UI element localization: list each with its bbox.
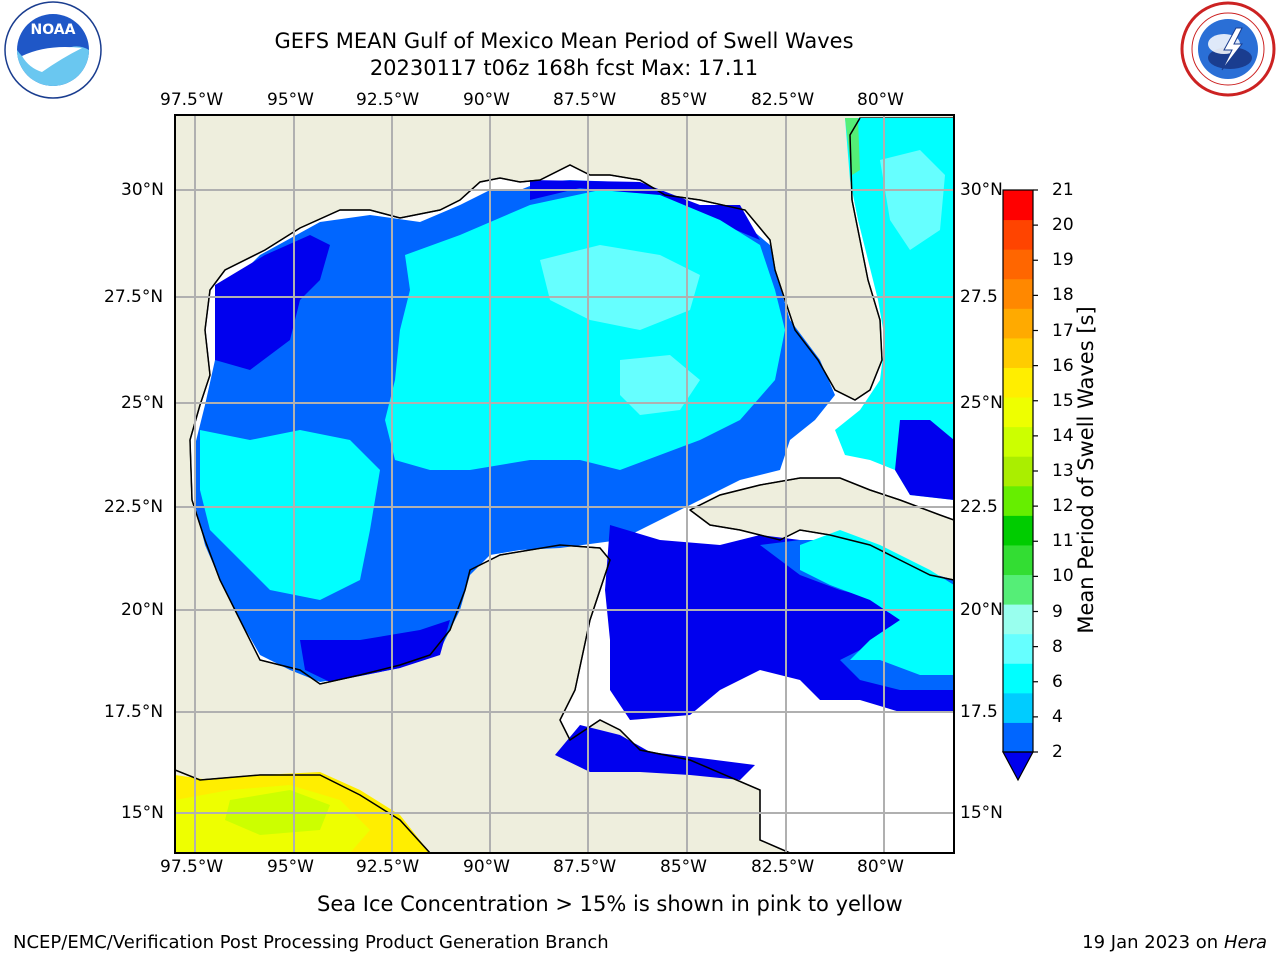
- lon-label-bottom: 80°W: [857, 857, 904, 877]
- colorbar-band: [1003, 308, 1033, 339]
- lon-label-bottom: 92.5°W: [356, 857, 420, 877]
- lat-label-right: 22.5: [960, 497, 998, 517]
- swell-field-atlantic-under: [895, 420, 954, 500]
- colorbar-band: [1003, 367, 1033, 398]
- lon-label-bottom: 87.5°W: [553, 857, 617, 877]
- swell-field-4-6s-west: [200, 430, 380, 600]
- colorbar-bands: [1003, 190, 1033, 753]
- lon-label-top: 92.5°W: [356, 90, 420, 110]
- lat-label-left: 20°N: [121, 600, 164, 620]
- swell-field-atlantic-9s: [845, 118, 860, 175]
- lon-label-top: 87.5°W: [553, 90, 617, 110]
- date-text: 19 Jan 2023 on Hera: [1082, 932, 1267, 954]
- lat-label-left: 25°N: [121, 393, 164, 413]
- lon-label-bottom: 97.5°W: [160, 857, 224, 877]
- chart-subtitle: 20230117 t06z 168h fcst Max: 17.11: [369, 56, 759, 80]
- colorbar-tick-label: 13: [1052, 461, 1074, 481]
- colorbar-tick-label: 18: [1052, 285, 1074, 306]
- nws-logo: [1180, 1, 1276, 97]
- lat-label-right: 30°N: [960, 180, 1003, 200]
- colorbar-tick-label: 4: [1052, 706, 1063, 727]
- colorbar-band: [1003, 397, 1033, 428]
- colorbar-tick-label: 6: [1052, 671, 1063, 692]
- lat-label-right: 27.5: [960, 287, 998, 307]
- colorbar: [1001, 189, 1038, 782]
- credit-text: NCEP/EMC/Verification Post Processing Pr…: [13, 932, 609, 953]
- chart-title: GEFS MEAN Gulf of Mexico Mean Period of …: [274, 29, 854, 53]
- colorbar-band: [1003, 544, 1033, 576]
- colorbar-tick-label: 17: [1052, 320, 1074, 341]
- colorbar-tick-label: 9: [1052, 601, 1063, 622]
- colorbar-band: [1003, 633, 1033, 664]
- colorbar-band: [1003, 337, 1033, 368]
- colorbar-band: [1003, 663, 1033, 694]
- lat-label-right: 15°N: [960, 803, 1003, 823]
- date-value: 19 Jan 2023 on: [1082, 932, 1224, 953]
- colorbar-tick-label: 16: [1052, 355, 1074, 376]
- swell-field-caribbean-4-6s: [800, 530, 954, 675]
- colorbar-band: [1003, 574, 1033, 605]
- graticule: [175, 115, 954, 853]
- colorbar-tick-label: 12: [1052, 496, 1074, 517]
- lat-label-right: 17.5: [960, 702, 998, 722]
- colorbar-band: [1003, 485, 1033, 516]
- lat-label-left: 30°N: [121, 180, 164, 200]
- lat-label-right: 25°N: [960, 393, 1003, 413]
- lon-label-bottom: 82.5°W: [751, 857, 815, 877]
- ice-note: Sea Ice Concentration > 15% is shown in …: [317, 892, 903, 916]
- colorbar-band: [1003, 722, 1033, 753]
- swell-field-6-8s-center: [540, 245, 700, 330]
- lon-label-bottom: 95°W: [267, 857, 314, 877]
- colorbar-band: [1003, 692, 1033, 723]
- lon-label-top: 95°W: [267, 90, 314, 110]
- colorbar-tick-label: 11: [1052, 531, 1074, 552]
- swell-field-atlantic-6-8s: [880, 150, 945, 250]
- lat-label-left: 27.5°N: [104, 287, 164, 307]
- lat-label-left: 15°N: [121, 803, 164, 823]
- lon-label-bottom: 90°W: [463, 857, 510, 877]
- noaa-logo-text: NOAA: [31, 22, 76, 38]
- colorbar-band: [1003, 278, 1033, 309]
- coastlines: [175, 117, 954, 853]
- colorbar-band: [1003, 456, 1033, 487]
- colorbar-band: [1003, 604, 1033, 635]
- colorbar-tick-label: 19: [1052, 250, 1074, 271]
- colorbar-tick-label: 15: [1052, 390, 1074, 411]
- colorbar-tick-label: 8: [1052, 636, 1063, 657]
- swell-field-under-s: [300, 620, 450, 682]
- map-frame: [174, 114, 955, 854]
- colorbar-ticks: [1033, 189, 1038, 753]
- colorbar-band: [1003, 249, 1033, 280]
- lon-label-top: 80°W: [857, 90, 904, 110]
- colorbar-tick-label: 14: [1052, 425, 1074, 446]
- colorbar-band: [1003, 219, 1033, 250]
- colorbar-tick-label: 10: [1052, 566, 1074, 587]
- swell-field-6-8s-patch: [620, 355, 700, 415]
- colorbar-label: Mean Period of Swell Waves [s]: [1074, 306, 1098, 634]
- lon-label-top: 82.5°W: [751, 90, 815, 110]
- colorbar-tick-label: 20: [1052, 215, 1074, 236]
- host-name: Hera: [1223, 932, 1267, 953]
- noaa-logo: NOAA: [4, 1, 102, 99]
- colorbar-band: [1003, 426, 1033, 457]
- lon-label-top: 90°W: [463, 90, 510, 110]
- colorbar-under-triangle: [1001, 751, 1035, 782]
- lat-label-left: 22.5°N: [104, 497, 164, 517]
- lat-label-right: 20°N: [960, 600, 1003, 620]
- lon-label-bottom: 85°W: [660, 857, 707, 877]
- swell-field-under-nw: [215, 235, 330, 370]
- swell-field-under-n: [530, 180, 760, 240]
- colorbar-tick-label: 21: [1052, 180, 1074, 200]
- lon-label-top: 97.5°W: [160, 90, 224, 110]
- colorbar-band: [1003, 190, 1033, 221]
- lat-label-left: 17.5°N: [104, 702, 164, 722]
- colorbar-tick-label: 2: [1052, 742, 1063, 762]
- colorbar-band: [1003, 515, 1033, 546]
- lon-label-top: 85°W: [660, 90, 707, 110]
